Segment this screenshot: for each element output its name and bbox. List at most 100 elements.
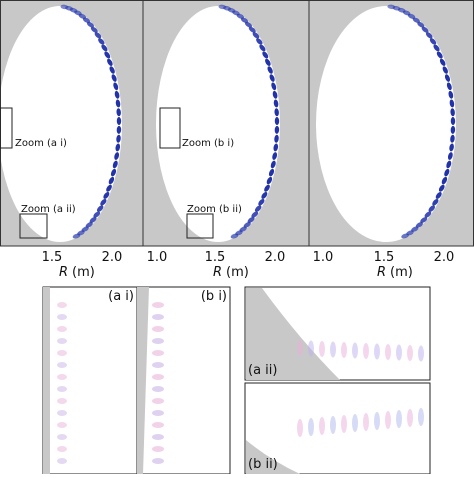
plasma — [156, 6, 280, 242]
mode-blob — [308, 340, 314, 357]
mode-blob — [420, 217, 428, 223]
mode-blob — [441, 176, 448, 185]
mode-blob — [407, 13, 416, 19]
mode-blob — [116, 134, 121, 143]
mode-blob — [244, 21, 253, 28]
zoom-box — [0, 107, 13, 149]
mode-blob — [116, 117, 122, 126]
mode-blob — [89, 217, 97, 223]
tick-label: 2.0 — [434, 250, 455, 265]
mode-blob — [436, 51, 443, 59]
mode-blob — [256, 38, 263, 45]
mode-blob — [248, 26, 256, 33]
mode-blob — [152, 422, 164, 428]
plasma — [0, 6, 122, 242]
mode-blob — [230, 233, 239, 239]
mode-blob — [274, 125, 280, 134]
axis-symbol: R — [59, 265, 68, 280]
mode-blob — [152, 374, 164, 380]
mode-blob — [429, 38, 437, 45]
axis-symbol: R — [377, 265, 386, 280]
mode-blob — [93, 211, 101, 218]
mode-blob — [352, 342, 358, 359]
mode-blob — [57, 398, 67, 404]
tick-label: 1.0 — [147, 250, 168, 265]
tick-label: 1.5 — [374, 250, 395, 265]
inset-label: (a ii) — [248, 363, 277, 378]
mode-blob — [152, 338, 164, 344]
zoom-label: Zoom (a ii) — [21, 204, 76, 215]
mode-blob — [435, 191, 442, 199]
mode-blob — [444, 74, 451, 82]
mode-blob — [57, 434, 67, 440]
mode-blob — [115, 143, 121, 152]
mode-blob — [442, 66, 448, 74]
mode-blob — [114, 90, 120, 99]
mode-blob — [330, 341, 336, 358]
mode-blob — [240, 17, 249, 23]
mode-blob — [258, 198, 265, 206]
mode-blob — [259, 44, 266, 52]
mode-blob — [57, 338, 67, 344]
mode-blob — [57, 446, 67, 452]
mode-blob — [297, 340, 303, 356]
mode-blob — [432, 198, 439, 206]
mode-blob — [444, 168, 450, 177]
mode-blob — [401, 233, 409, 239]
mode-blob — [116, 125, 122, 134]
mode-blob — [439, 58, 446, 66]
mode-blob — [396, 410, 402, 428]
mode-blob — [407, 345, 413, 361]
mode-blob — [407, 409, 413, 427]
axis-symbol: R — [213, 265, 222, 280]
inset — [136, 286, 231, 475]
inset — [244, 382, 431, 475]
mode-blob — [57, 458, 67, 464]
mode-blob — [94, 32, 102, 39]
mode-blob — [341, 342, 347, 358]
mode-blob — [109, 66, 115, 74]
mode-blob — [446, 82, 452, 91]
mode-blob — [449, 143, 454, 152]
mode-blob — [450, 108, 455, 117]
mode-blob — [254, 205, 262, 212]
mode-blob — [446, 160, 452, 169]
mode-blob — [450, 125, 456, 134]
axis-unit: (m) — [390, 265, 413, 280]
mode-blob — [152, 350, 164, 356]
mode-blob — [110, 168, 117, 177]
tick-label: 1.5 — [205, 250, 226, 265]
mode-blob — [272, 90, 278, 99]
mode-blob — [270, 160, 276, 169]
mode-blob — [252, 32, 260, 39]
zoom-box — [19, 213, 48, 239]
mode-blob — [273, 143, 279, 152]
inset-label: (b ii) — [248, 457, 278, 472]
mode-blob — [417, 21, 425, 28]
mode-blob — [273, 99, 279, 108]
mode-blob — [86, 21, 95, 28]
mode-blob — [262, 51, 269, 59]
zoom-label: Zoom (b ii) — [187, 204, 242, 215]
mode-blob — [274, 117, 280, 126]
mode-blob — [82, 17, 91, 23]
mode-blob — [85, 222, 93, 228]
mode-blob — [450, 134, 455, 143]
mode-blob — [374, 343, 380, 360]
mode-blob — [57, 350, 67, 356]
mode-blob — [412, 17, 420, 23]
inset-label: (b i) — [201, 289, 227, 304]
mode-blob — [438, 184, 445, 192]
mode-structure — [60, 4, 456, 239]
mode-blob — [114, 152, 120, 160]
inset-wall — [246, 288, 340, 380]
zoom-label: Zoom (b i) — [182, 138, 234, 149]
mode-blob — [421, 26, 429, 33]
mode-blob — [100, 198, 107, 206]
mode-blob — [261, 191, 268, 199]
mode-blob — [104, 51, 111, 59]
mode-blob — [271, 82, 277, 91]
mode-blob — [152, 362, 164, 368]
mode-blob — [447, 152, 453, 160]
